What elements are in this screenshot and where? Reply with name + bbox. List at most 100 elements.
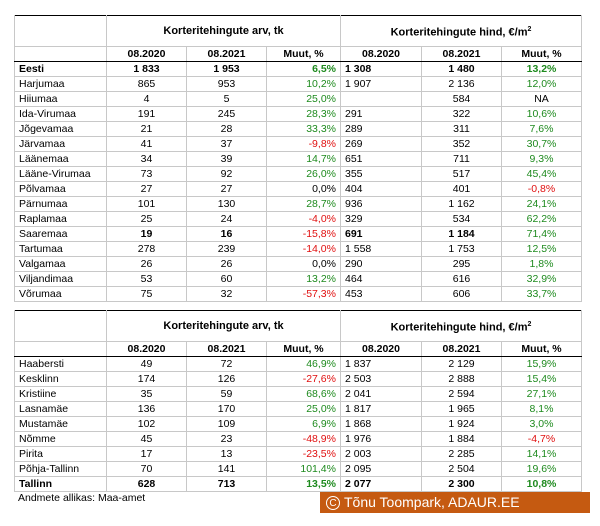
count-2020: 174 [106,371,187,387]
region-name: Ida-Virumaa [14,106,107,122]
region-name: Haabersti [14,356,107,372]
count-change: 13,5% [266,476,341,492]
table-row: Ida-Virumaa 191 245 28,3% 291 322 10,6% [14,106,582,122]
column-header: Muut, % [266,341,341,357]
price-change: 8,1% [501,401,582,417]
count-2021: 239 [186,241,267,257]
group-title-count: Korteritehingute arv, tk [106,310,341,342]
price-2021: 1 965 [421,401,502,417]
copyright-text: Tõnu Toompark, ADAUR.EE [344,494,520,510]
price-change: 14,1% [501,446,582,462]
count-2020: 865 [106,76,187,92]
region-name: Eesti [14,61,107,77]
count-change: -48,9% [266,431,341,447]
price-2020: 464 [340,271,422,287]
count-2021: 27 [186,181,267,197]
count-change: -4,0% [266,211,341,227]
price-2020: 290 [340,256,422,272]
price-change: 27,1% [501,386,582,402]
price-2020 [340,91,422,107]
count-change: 25,0% [266,91,341,107]
region-name: Lasnamäe [14,401,107,417]
price-2020: 936 [340,196,422,212]
price-2021: 584 [421,91,502,107]
count-2021: 28 [186,121,267,137]
column-header-row: 08.2020 08.2021 Muut, % 08.2020 08.2021 Muut,… [14,46,582,62]
region-name: Järvamaa [14,136,107,152]
count-2020: 19 [106,226,187,242]
price-2021: 1 753 [421,241,502,257]
table-row: Võrumaa 75 32 -57,3% 453 606 33,7% [14,286,582,302]
count-2021: 39 [186,151,267,167]
region-name: Jõgevamaa [14,121,107,137]
price-change: -4,7% [501,431,582,447]
count-2021: 13 [186,446,267,462]
price-change: 1,8% [501,256,582,272]
price-2021: 2 888 [421,371,502,387]
price-change: 15,4% [501,371,582,387]
price-change: 33,7% [501,286,582,302]
region-name: Pärnumaa [14,196,107,212]
column-header: Muut, % [501,341,582,357]
region-name: Raplamaa [14,211,107,227]
count-2020: 53 [106,271,187,287]
price-change: 7,6% [501,121,582,137]
price-2021: 2 285 [421,446,502,462]
region-name: Mustamäe [14,416,107,432]
price-2021: 1 924 [421,416,502,432]
price-2021: 2 504 [421,461,502,477]
count-2020: 73 [106,166,187,182]
count-2020: 26 [106,256,187,272]
count-change: 101,4% [266,461,341,477]
count-2021: 713 [186,476,267,492]
count-2021: 59 [186,386,267,402]
table-row: Raplamaa 25 24 -4,0% 329 534 62,2% [14,211,582,227]
price-2021: 352 [421,136,502,152]
table-row: Kristiine 35 59 68,6% 2 041 2 594 27,1% [14,386,582,402]
unit-superscript: 2 [527,320,532,328]
count-change: 0,0% [266,256,341,272]
count-2020: 70 [106,461,187,477]
price-change: 45,4% [501,166,582,182]
price-2020: 1 837 [340,356,422,372]
price-2020: 1 976 [340,431,422,447]
county-table: Korteritehingute arv, tk Korteritehingute… [14,15,582,302]
count-change: 0,0% [266,181,341,197]
count-change: 28,3% [266,106,341,122]
count-2020: 34 [106,151,187,167]
count-2020: 17 [106,446,187,462]
count-2020: 136 [106,401,187,417]
count-change: 10,2% [266,76,341,92]
count-2020: 191 [106,106,187,122]
count-2020: 278 [106,241,187,257]
price-2020: 269 [340,136,422,152]
price-2020: 2 095 [340,461,422,477]
price-2021: 1 162 [421,196,502,212]
table-row: Järvamaa 41 37 -9,8% 269 352 30,7% [14,136,582,152]
price-2020: 1 817 [340,401,422,417]
count-2021: 16 [186,226,267,242]
price-2021: 1 480 [421,61,502,77]
count-2020: 4 [106,91,187,107]
price-2020: 1 868 [340,416,422,432]
table-row: Jõgevamaa 21 28 33,3% 289 311 7,6% [14,121,582,137]
count-2021: 126 [186,371,267,387]
count-2021: 37 [186,136,267,152]
price-change: 10,8% [501,476,582,492]
count-2020: 49 [106,356,187,372]
table-row: Põlvamaa 27 27 0,0% 404 401 -0,8% [14,181,582,197]
table-row: Pärnumaa 101 130 28,7% 936 1 162 24,1% [14,196,582,212]
price-change: 15,9% [501,356,582,372]
group-title-price: Korteritehingute hind, €/m2 [340,15,582,47]
group-title-count: Korteritehingute arv, tk [106,15,341,47]
group-title-price-text: Korteritehingute hind, €/m [390,321,528,334]
count-2020: 25 [106,211,187,227]
region-name: Valgamaa [14,256,107,272]
price-2021: 1 184 [421,226,502,242]
price-2020: 355 [340,166,422,182]
region-name: Läänemaa [14,151,107,167]
tallinn-district-table: Korteritehingute arv, tk Korteritehingute… [14,310,582,492]
column-header: Muut, % [266,46,341,62]
price-2021: 606 [421,286,502,302]
price-2020: 691 [340,226,422,242]
